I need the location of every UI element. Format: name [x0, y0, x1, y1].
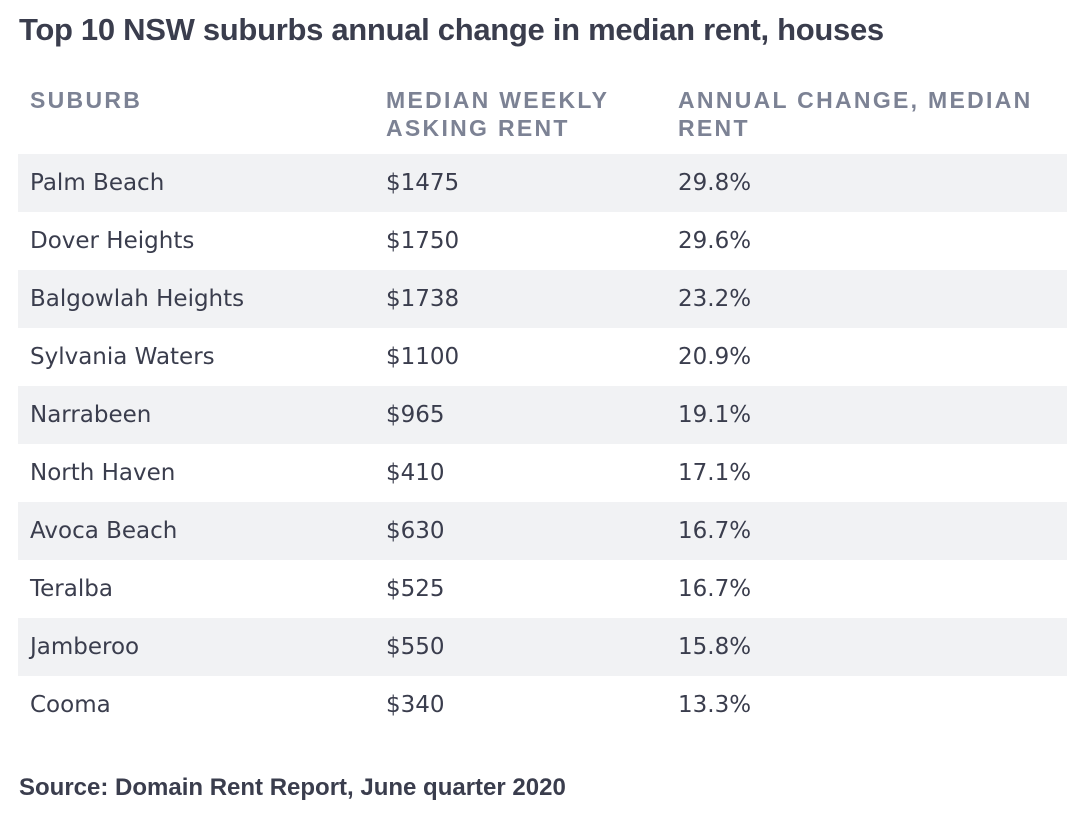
suburb-cell: Sylvania Waters	[30, 344, 215, 370]
table-row: Dover Heights $1750 29.6%	[18, 212, 1067, 270]
annual-change-cell: 16.7%	[678, 518, 752, 544]
table-row: Palm Beach $1475 29.8%	[18, 154, 1067, 212]
rent-table: SUBURB MEDIAN WEEKLY ASKING RENT ANNUAL …	[18, 82, 1067, 734]
table-row: Balgowlah Heights $1738 23.2%	[18, 270, 1067, 328]
suburb-cell: Dover Heights	[30, 228, 195, 254]
column-header-median-weekly-asking-rent: MEDIAN WEEKLY ASKING RENT	[386, 87, 609, 141]
median-rent-cell: $630	[386, 518, 445, 544]
table-row: Cooma $340 13.3%	[18, 676, 1067, 734]
annual-change-cell: 29.6%	[678, 228, 752, 254]
median-rent-cell: $1475	[386, 170, 460, 196]
table-body: Palm Beach $1475 29.8% Dover Heights $1750 29…	[18, 154, 1067, 734]
suburb-cell: North Haven	[30, 460, 176, 486]
table-row: Teralba $525 16.7%	[18, 560, 1067, 618]
table-row: Narrabeen $965 19.1%	[18, 386, 1067, 444]
table-row: Avoca Beach $630 16.7%	[18, 502, 1067, 560]
median-rent-cell: $1100	[386, 344, 460, 370]
annual-change-cell: 29.8%	[678, 170, 752, 196]
median-rent-cell: $1738	[386, 286, 460, 312]
annual-change-cell: 15.8%	[678, 634, 752, 660]
table-row: Sylvania Waters $1100 20.9%	[18, 328, 1067, 386]
suburb-cell: Teralba	[30, 576, 113, 602]
suburb-cell: Balgowlah Heights	[30, 286, 245, 312]
annual-change-cell: 17.1%	[678, 460, 752, 486]
annual-change-cell: 20.9%	[678, 344, 752, 370]
median-rent-cell: $410	[386, 460, 445, 486]
suburb-cell: Narrabeen	[30, 402, 152, 428]
suburb-cell: Palm Beach	[30, 170, 165, 196]
suburb-cell: Cooma	[30, 692, 111, 718]
annual-change-cell: 16.7%	[678, 576, 752, 602]
table-row: North Haven $410 17.1%	[18, 444, 1067, 502]
suburb-cell: Avoca Beach	[30, 518, 178, 544]
median-rent-cell: $1750	[386, 228, 460, 254]
column-header-suburb: SUBURB	[30, 87, 143, 113]
median-rent-cell: $550	[386, 634, 445, 660]
table-row: Jamberoo $550 15.8%	[18, 618, 1067, 676]
column-header-annual-change: ANNUAL CHANGE, MEDIAN RENT	[678, 87, 1033, 141]
median-rent-cell: $525	[386, 576, 445, 602]
median-rent-cell: $965	[386, 402, 445, 428]
table-title: Top 10 NSW suburbs annual change in medi…	[19, 12, 884, 47]
median-rent-cell: $340	[386, 692, 445, 718]
annual-change-cell: 19.1%	[678, 402, 752, 428]
annual-change-cell: 13.3%	[678, 692, 752, 718]
source-note: Source: Domain Rent Report, June quarter…	[19, 774, 566, 801]
suburb-cell: Jamberoo	[30, 634, 140, 660]
table-header: SUBURB MEDIAN WEEKLY ASKING RENT ANNUAL …	[18, 82, 1067, 154]
annual-change-cell: 23.2%	[678, 286, 752, 312]
